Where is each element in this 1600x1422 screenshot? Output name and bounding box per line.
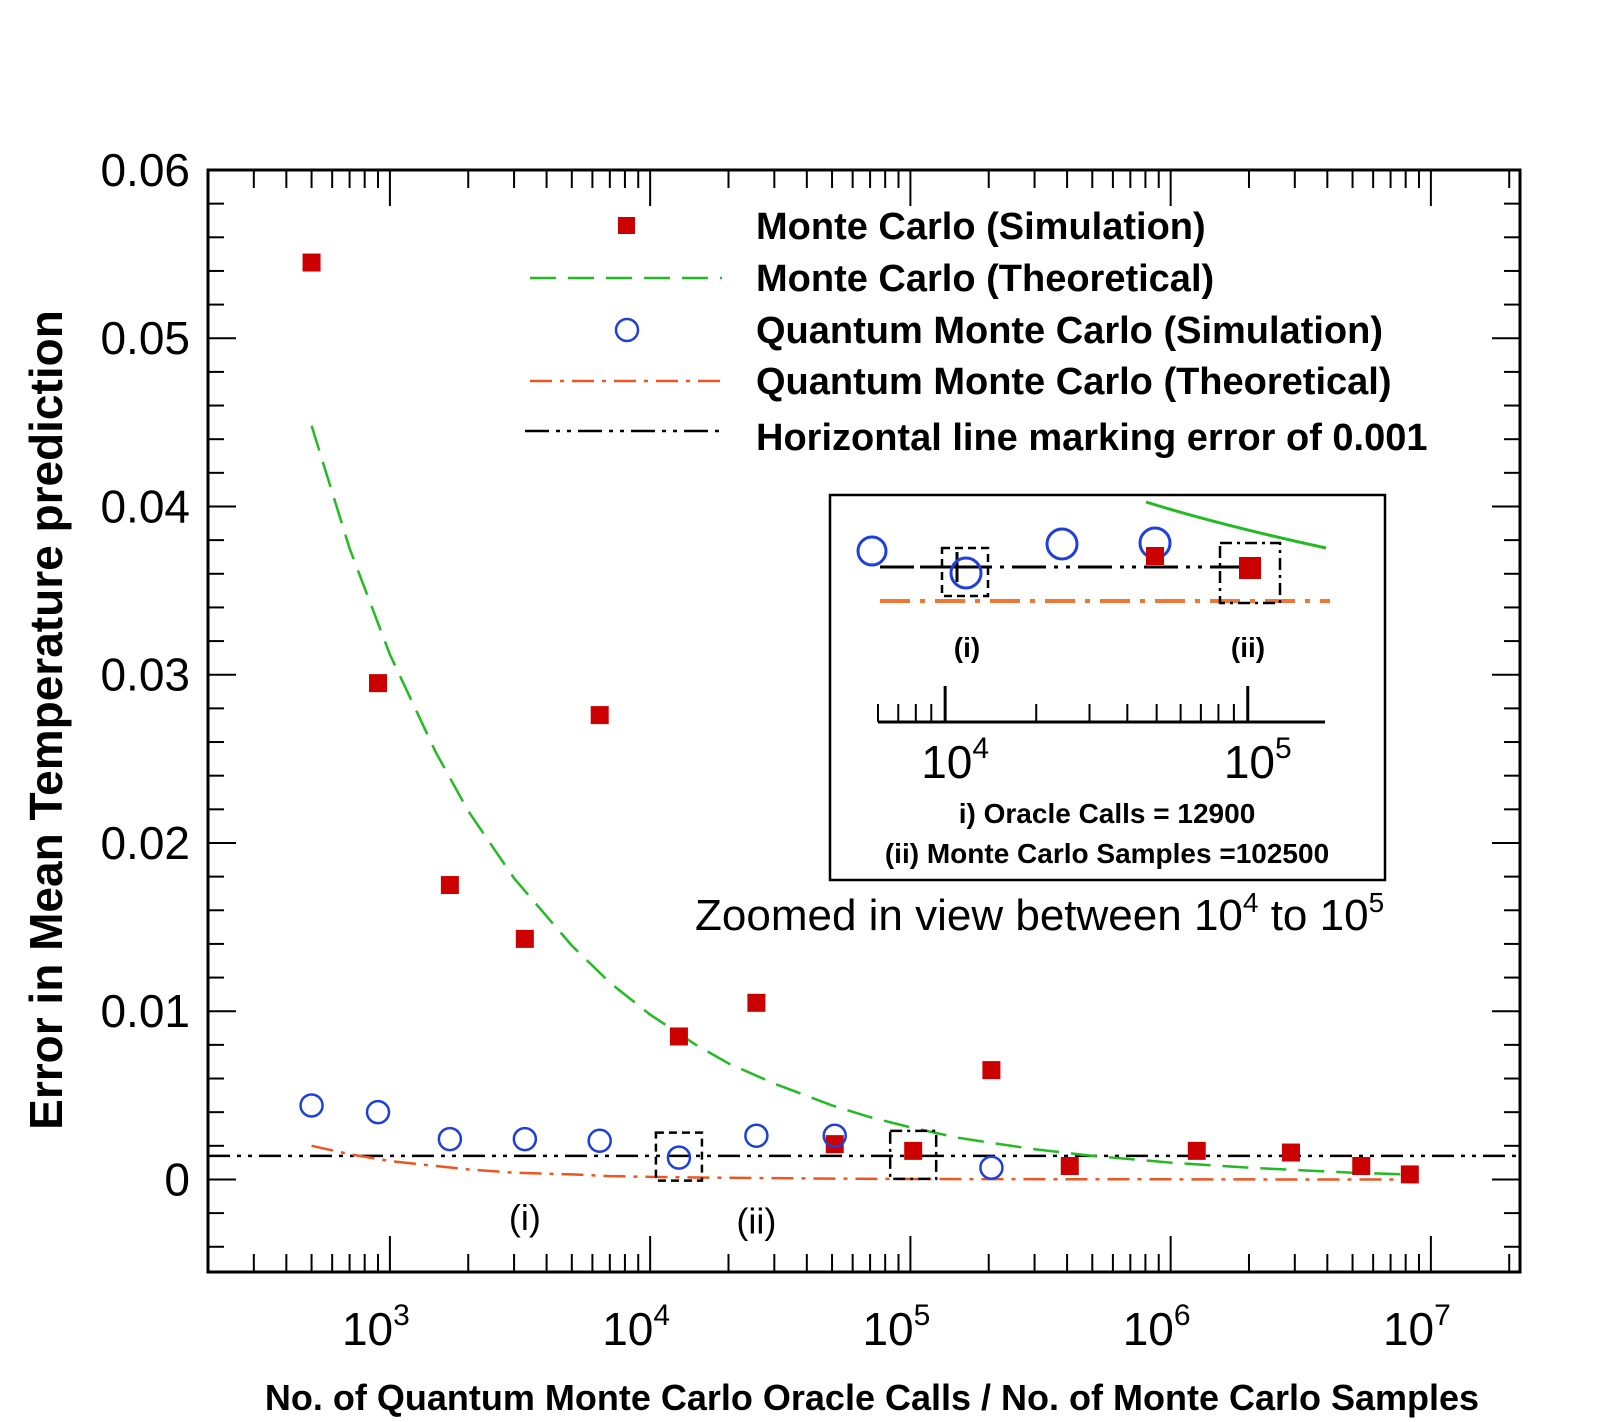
mc-sim-point xyxy=(825,1135,844,1154)
qmc-sim-point xyxy=(587,1128,612,1154)
x-tick-label: 106 xyxy=(1123,1299,1191,1355)
mc-sim-point xyxy=(1400,1165,1419,1184)
inset-label-i: (i) xyxy=(954,632,980,663)
x-tick-label-base: 10 xyxy=(602,1303,653,1355)
y-tick-label: 0.06 xyxy=(100,144,190,196)
inset-mc-point xyxy=(1239,557,1261,579)
inset-qmc-point xyxy=(949,556,983,590)
qmc-sim-point xyxy=(512,1126,538,1152)
qmc-sim-point xyxy=(365,1099,391,1125)
zoom-caption-base1: 10 xyxy=(1194,891,1243,940)
inset: (i) (ii) 104 105 i) Oracle Calls = 12900 … xyxy=(828,493,1387,882)
legend-label-qmc-sim: Quantum Monte Carlo (Simulation) xyxy=(756,310,1383,352)
y-tick-labels: 0 0.01 0.02 0.03 0.04 0.05 0.06 xyxy=(100,144,190,1205)
inset-qmc-point xyxy=(1045,527,1079,561)
legend-marker-qmc-sim xyxy=(614,317,640,343)
mc-sim-point xyxy=(904,1141,923,1160)
mc-sim-point xyxy=(669,1027,688,1046)
annotation-ii: (ii) xyxy=(736,1201,776,1242)
x-tick-label-base: 10 xyxy=(1123,1303,1174,1355)
inset-x-tick-labels: 104 105 xyxy=(921,732,1291,788)
legend-label-mc-theo: Monte Carlo (Theoretical) xyxy=(756,258,1214,300)
zoom-caption-mid: to xyxy=(1258,891,1319,940)
mc-sim-point xyxy=(302,253,321,272)
inset-x-tick-label-exp: 5 xyxy=(1275,732,1292,765)
x-tick-label-exp: 3 xyxy=(393,1299,410,1332)
qmc-sim-point xyxy=(299,1093,324,1118)
y-tick-label: 0.04 xyxy=(100,480,190,532)
zoom-caption-base2: 10 xyxy=(1320,891,1369,940)
x-tick-label: 104 xyxy=(602,1299,670,1355)
legend-label-qmc-theo: Quantum Monte Carlo (Theoretical) xyxy=(756,361,1391,403)
y-tick-label: 0.03 xyxy=(100,649,190,701)
legend: Monte Carlo (Simulation) Monte Carlo (Th… xyxy=(525,206,1428,459)
inset-label-ii: (ii) xyxy=(1231,632,1265,663)
inset-x-tick-label: 105 xyxy=(1224,732,1292,788)
qmc-sim-point xyxy=(822,1123,847,1148)
x-tick-labels: 103 104 105 106 107 xyxy=(342,1299,1451,1355)
annotation-i: (i) xyxy=(509,1197,541,1238)
zoom-caption-exp1: 4 xyxy=(1243,887,1259,918)
inset-mc-point xyxy=(1146,547,1164,565)
inset-frame xyxy=(828,493,1387,882)
mc-sim-point xyxy=(440,876,459,895)
mc-theoretical-line xyxy=(310,425,1406,1176)
qmc-theoretical-line xyxy=(311,1144,1406,1181)
zoom-caption-prefix: Zoomed in view between xyxy=(695,891,1194,940)
highlight-box xyxy=(654,1131,704,1182)
x-tick-label-exp: 5 xyxy=(914,1299,931,1332)
mc-sim-point xyxy=(1187,1141,1206,1160)
mc-sim-point xyxy=(590,706,609,725)
x-tick-label: 107 xyxy=(1383,1299,1451,1355)
y-tick-label: 0.05 xyxy=(100,312,190,364)
axis-ticks xyxy=(207,169,1520,1272)
series-layer xyxy=(208,253,1520,1184)
x-tick-label-exp: 6 xyxy=(1174,1299,1191,1332)
inset-x-ticks xyxy=(877,686,1250,722)
y-axis-title: Error in Mean Temperature prediction xyxy=(20,310,72,1130)
inset-x-tick-label: 104 xyxy=(921,732,989,788)
mc-sim-point xyxy=(515,929,534,948)
x-tick-label-exp: 4 xyxy=(653,1299,670,1332)
zoom-caption: Zoomed in view between 104 to 105 xyxy=(695,887,1384,940)
y-tick-label: 0.02 xyxy=(100,817,190,869)
x-tick-label-base: 10 xyxy=(342,1303,393,1355)
inset-mc-theo-curve xyxy=(1145,500,1327,550)
x-tick-label: 105 xyxy=(862,1299,930,1355)
mc-sim-point xyxy=(368,674,387,693)
mc-sim-point xyxy=(1060,1157,1079,1176)
legend-label-mc-sim: Monte Carlo (Simulation) xyxy=(756,206,1206,248)
qmc-sim-point xyxy=(979,1155,1004,1180)
inset-x-tick-label-base: 10 xyxy=(921,736,972,788)
x-tick-label: 103 xyxy=(342,1299,410,1355)
y-tick-label: 0.01 xyxy=(100,985,190,1037)
mc-sim-point xyxy=(982,1061,1001,1080)
qmc-sim-point xyxy=(666,1145,692,1170)
inset-qmc-point xyxy=(856,535,888,567)
inset-plot: (i) (ii) 104 105 i) Oracle Calls = 12900 … xyxy=(856,500,1330,869)
qmc-sim-point xyxy=(437,1126,463,1152)
x-tick-label-base: 10 xyxy=(862,1303,913,1355)
x-tick-label-base: 10 xyxy=(1383,1303,1434,1355)
mc-sim-point xyxy=(747,993,766,1012)
inset-note-oracle: i) Oracle Calls = 12900 xyxy=(959,798,1256,829)
inset-x-tick-label-base: 10 xyxy=(1224,736,1275,788)
mc-sim-point xyxy=(1281,1143,1300,1162)
highlight-box xyxy=(888,1129,938,1181)
inset-box-i xyxy=(940,546,990,598)
zoom-caption-exp2: 5 xyxy=(1369,887,1385,918)
inset-x-tick-label-exp: 4 xyxy=(972,732,989,765)
plot-frame xyxy=(206,168,1522,1274)
mc-sim-point xyxy=(1352,1157,1371,1176)
x-tick-label-exp: 7 xyxy=(1434,1299,1451,1332)
y-tick-label: 0 xyxy=(164,1153,190,1205)
inset-note-samples: (ii) Monte Carlo Samples =102500 xyxy=(885,838,1329,869)
legend-label-threshold: Horizontal line marking error of 0.001 xyxy=(756,417,1428,459)
inset-box-ii xyxy=(1218,541,1282,605)
x-axis-title: No. of Quantum Monte Carlo Oracle Calls … xyxy=(265,1377,1479,1418)
legend-marker-mc-sim xyxy=(618,217,635,234)
qmc-sim-point xyxy=(744,1123,769,1148)
